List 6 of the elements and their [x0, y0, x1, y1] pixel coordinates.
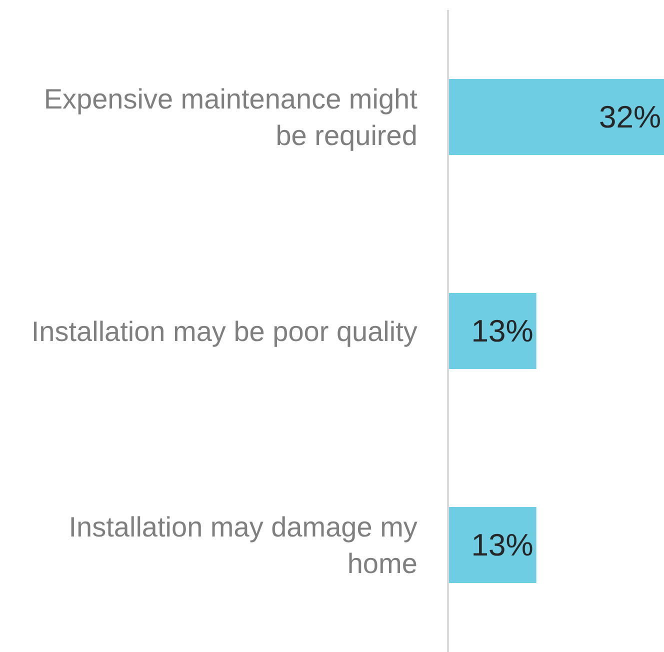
y-tick-label: Installation may be poor quality	[31, 316, 418, 347]
data-label: 32%	[598, 100, 661, 135]
data-label: 13%	[471, 528, 534, 563]
y-tick-label: Installation may damage my home	[68, 512, 418, 579]
data-label: 13%	[471, 314, 534, 349]
y-tick-label: Expensive maintenance might be required	[44, 84, 418, 151]
